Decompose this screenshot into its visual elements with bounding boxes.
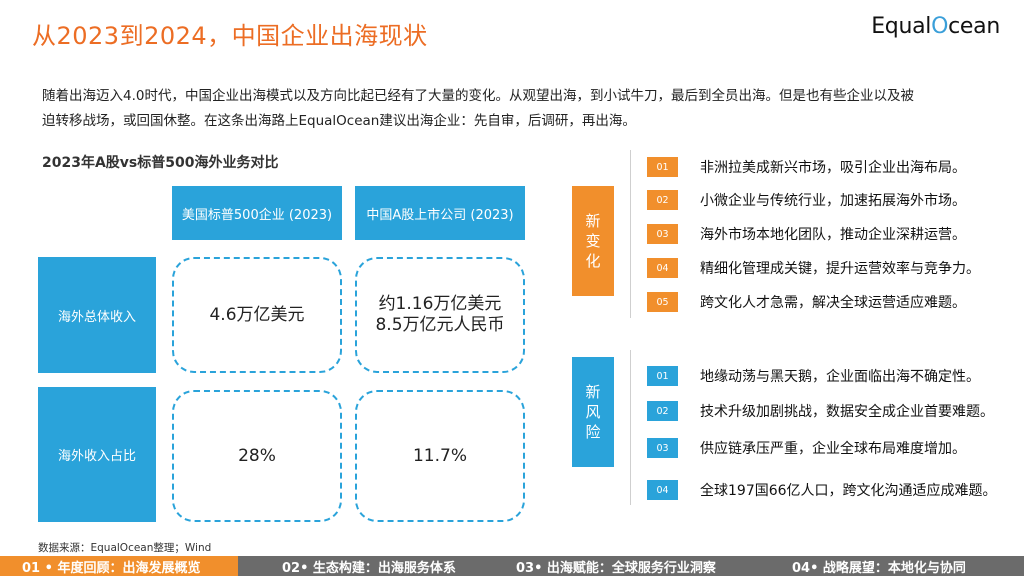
change-number: 01 — [647, 157, 678, 177]
new-changes-label: 新 变 化 — [572, 186, 614, 296]
footer-tab-ecosystem[interactable]: 02• 生态构建：出海服务体系 — [282, 560, 456, 576]
risk-number: 01 — [647, 366, 678, 386]
logo-text-o: O — [931, 14, 949, 39]
intro-line-1: 随着出海迈入4.0时代，中国企业出海模式以及方向比起已经有了大量的变化。从观望出… — [42, 88, 914, 104]
logo-text-equal: Equal — [871, 14, 932, 39]
cell-sp500-share: 28% — [172, 390, 342, 522]
cell-a-share-share: 11.7% — [355, 390, 525, 522]
change-number: 04 — [647, 258, 678, 278]
risk-item: 供应链承压严重，企业全球布局难度增加。 — [700, 441, 966, 457]
change-item: 小微企业与传统行业，加速拓展海外市场。 — [700, 193, 966, 209]
risk-item: 全球197国66亿人口，跨文化沟通适应成难题。 — [700, 483, 997, 499]
change-item: 精细化管理成关键，提升运营效率与竞争力。 — [700, 261, 980, 277]
risk-number: 02 — [647, 401, 678, 421]
equalocean-logo: EqualOcean — [871, 14, 1000, 39]
footer-tab-annual-review[interactable]: 01 • 年度回顾：出海发展概览 — [0, 556, 238, 576]
cell-sp500-revenue: 4.6万亿美元 — [172, 257, 342, 373]
change-number: 03 — [647, 224, 678, 244]
change-item: 跨文化人才急需，解决全球运营适应难题。 — [700, 295, 966, 311]
footer-tab-empowerment[interactable]: 03• 出海赋能：全球服务行业洞察 — [516, 560, 716, 576]
change-item: 非洲拉美成新兴市场，吸引企业出海布局。 — [700, 160, 966, 176]
change-item: 海外市场本地化团队，推动企业深耕运营。 — [700, 227, 966, 243]
risk-number: 04 — [647, 480, 678, 500]
change-number: 02 — [647, 190, 678, 210]
change-number: 05 — [647, 292, 678, 312]
data-source-note: 数据来源：EqualOcean整理；Wind — [38, 542, 212, 554]
column-header-a-share: 中国A股上市公司 (2023) — [355, 186, 525, 240]
intro-paragraph: 随着出海迈入4.0时代，中国企业出海模式以及方向比起已经有了大量的变化。从观望出… — [42, 84, 992, 134]
logo-text-cean: cean — [948, 14, 1000, 39]
risk-item: 技术升级加剧挑战，数据安全成企业首要难题。 — [700, 404, 994, 420]
footer-tab-outlook[interactable]: 04• 战略展望：本地化与协同 — [792, 560, 966, 576]
row-header-overseas-share: 海外收入占比 — [38, 387, 156, 522]
new-risks-label: 新 风 险 — [572, 357, 614, 467]
new-changes-divider — [630, 150, 631, 318]
cell-a-share-revenue: 约1.16万亿美元 8.5万亿元人民币 — [355, 257, 525, 373]
risk-item: 地缘动荡与黑天鹅，企业面临出海不确定性。 — [700, 369, 980, 385]
row-header-overseas-revenue: 海外总体收入 — [38, 257, 156, 373]
page-title: 从2023到2024，中国企业出海现状 — [32, 22, 428, 50]
new-risks-divider — [630, 350, 631, 505]
intro-line-2: 迫转移战场，或回国休整。在这条出海路上EqualOcean建议出海企业：先自审，… — [42, 113, 636, 129]
risk-number: 03 — [647, 438, 678, 458]
footer-bar — [0, 556, 1024, 576]
column-header-sp500: 美国标普500企业 (2023) — [172, 186, 342, 240]
comparison-title: 2023年A股vs标普500海外业务对比 — [42, 155, 279, 171]
